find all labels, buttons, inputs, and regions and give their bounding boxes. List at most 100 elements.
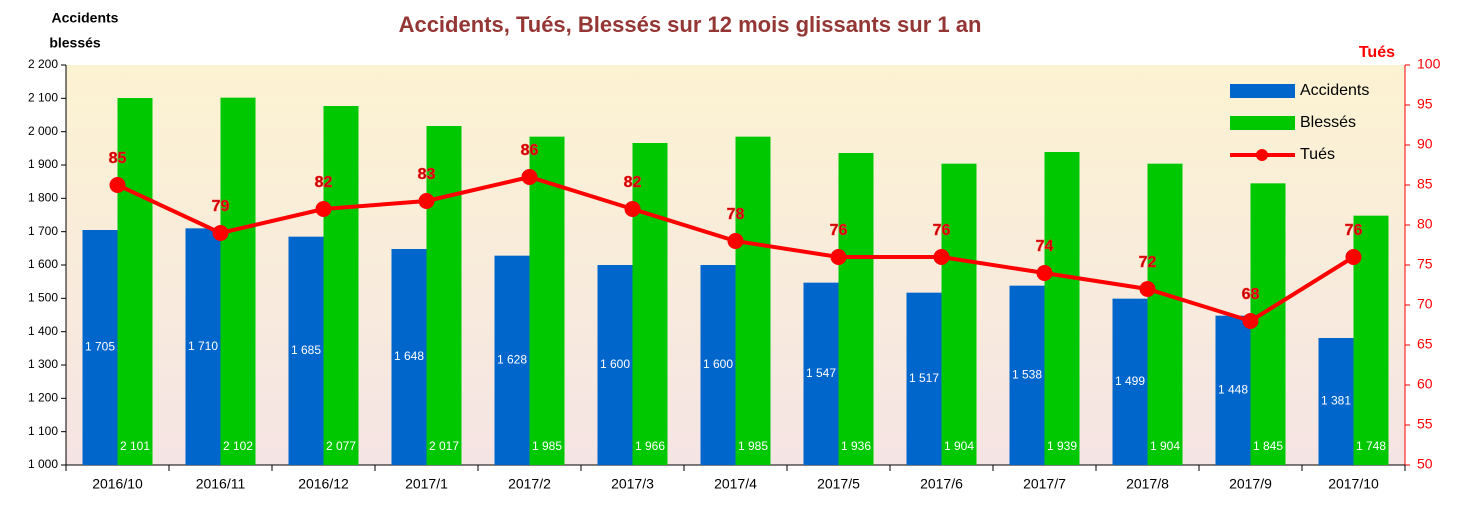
data-label: 76 [830,222,848,239]
data-label: 76 [1345,222,1363,239]
data-label: 86 [521,142,539,159]
y2-tick-label: 95 [1417,96,1433,112]
line-marker [315,201,332,217]
y-axis-title: blessés [49,35,101,51]
x-tick-label: 2017/6 [920,476,963,492]
x-tick-label: 2017/4 [714,476,757,492]
y-tick-label: 2 100 [28,91,58,105]
bar [838,153,874,465]
y2-tick-label: 55 [1417,416,1433,432]
legend-label: Accidents [1300,82,1369,99]
y2-tick-label: 100 [1417,56,1441,72]
x-tick-label: 2017/9 [1229,476,1272,492]
data-label: 78 [727,206,745,223]
bar [426,126,462,465]
bar [185,228,221,465]
x-tick-label: 2017/5 [817,476,860,492]
x-tick-label: 2017/1 [405,476,448,492]
y-tick-label: 1 500 [28,291,58,305]
bar [1112,298,1148,465]
y2-tick-label: 70 [1417,296,1433,312]
line-marker [830,249,847,265]
y-tick-label: 1 700 [28,224,58,238]
y-tick-label: 1 000 [28,457,58,471]
data-label: 1 985 [738,439,768,453]
legend-swatch [1230,84,1295,98]
bar [494,255,530,465]
data-label: 1 547 [806,366,836,380]
y-tick-label: 1 300 [28,357,58,371]
data-label: 82 [624,174,642,191]
y-tick-label: 1 900 [28,157,58,171]
bar [632,143,668,465]
data-label: 74 [1036,238,1054,255]
line-marker [933,249,950,265]
bar [117,98,153,465]
data-label: 1 748 [1356,439,1386,453]
x-tick-label: 2017/10 [1328,476,1379,492]
data-label: 1 985 [532,439,562,453]
y2-tick-label: 60 [1417,376,1433,392]
bar [391,249,427,465]
data-label: 2 017 [429,439,459,453]
data-label: 1 966 [635,439,665,453]
data-label: 76 [933,222,951,239]
y-tick-label: 1 800 [28,191,58,205]
y2-tick-label: 85 [1417,176,1433,192]
y-tick-label: 1 200 [28,391,58,405]
line-marker [1139,281,1156,297]
bar [597,265,633,465]
line-marker [109,177,126,193]
legend-swatch [1230,116,1295,130]
line-marker [727,233,744,249]
bar [220,97,256,466]
data-label: 1 600 [703,357,733,371]
line-marker [624,201,641,217]
y-tick-label: 1 400 [28,324,58,338]
data-label: 1 705 [85,340,115,354]
data-label: 72 [1139,254,1157,271]
data-label: 1 381 [1321,394,1351,408]
y-axis-title: Accidents [52,10,119,26]
bar [1147,163,1183,465]
legend-swatch [1256,149,1268,161]
y-tick-label: 1 600 [28,257,58,271]
data-label: 1 936 [841,439,871,453]
bar [82,230,118,465]
y2-tick-label: 90 [1417,136,1433,152]
line-marker [1242,313,1259,329]
data-label: 1 517 [909,371,939,385]
y2-tick-label: 80 [1417,216,1433,232]
data-label: 1 845 [1253,439,1283,453]
data-label: 68 [1242,286,1260,303]
line-marker [1345,249,1362,265]
data-label: 1 939 [1047,439,1077,453]
chart-title: Accidents, Tués, Blessés sur 12 mois gli… [399,12,982,37]
line-marker [212,225,229,241]
x-tick-label: 2016/10 [92,476,143,492]
legend-label: Tués [1300,146,1335,163]
data-label: 1 710 [188,339,218,353]
line-marker [1036,265,1053,281]
y2-tick-label: 75 [1417,256,1433,272]
legend-label: Blessés [1300,114,1356,131]
data-label: 2 077 [326,439,356,453]
y-tick-label: 1 100 [28,424,58,438]
data-label: 1 904 [944,439,974,453]
y-tick-label: 2 000 [28,124,58,138]
bar [1044,152,1080,465]
bar [700,265,736,465]
y2-axis-title: Tués [1359,44,1395,61]
x-tick-label: 2016/11 [196,476,246,492]
data-label: 1 538 [1012,368,1042,382]
x-tick-label: 2017/2 [508,476,551,492]
bar [735,136,771,465]
x-tick-label: 2017/7 [1023,476,1066,492]
data-label: 2 101 [120,439,150,453]
bar [323,106,359,465]
bar [941,163,977,465]
bar [1009,285,1045,465]
data-label: 1 448 [1218,383,1248,397]
data-label: 1 685 [291,343,321,357]
